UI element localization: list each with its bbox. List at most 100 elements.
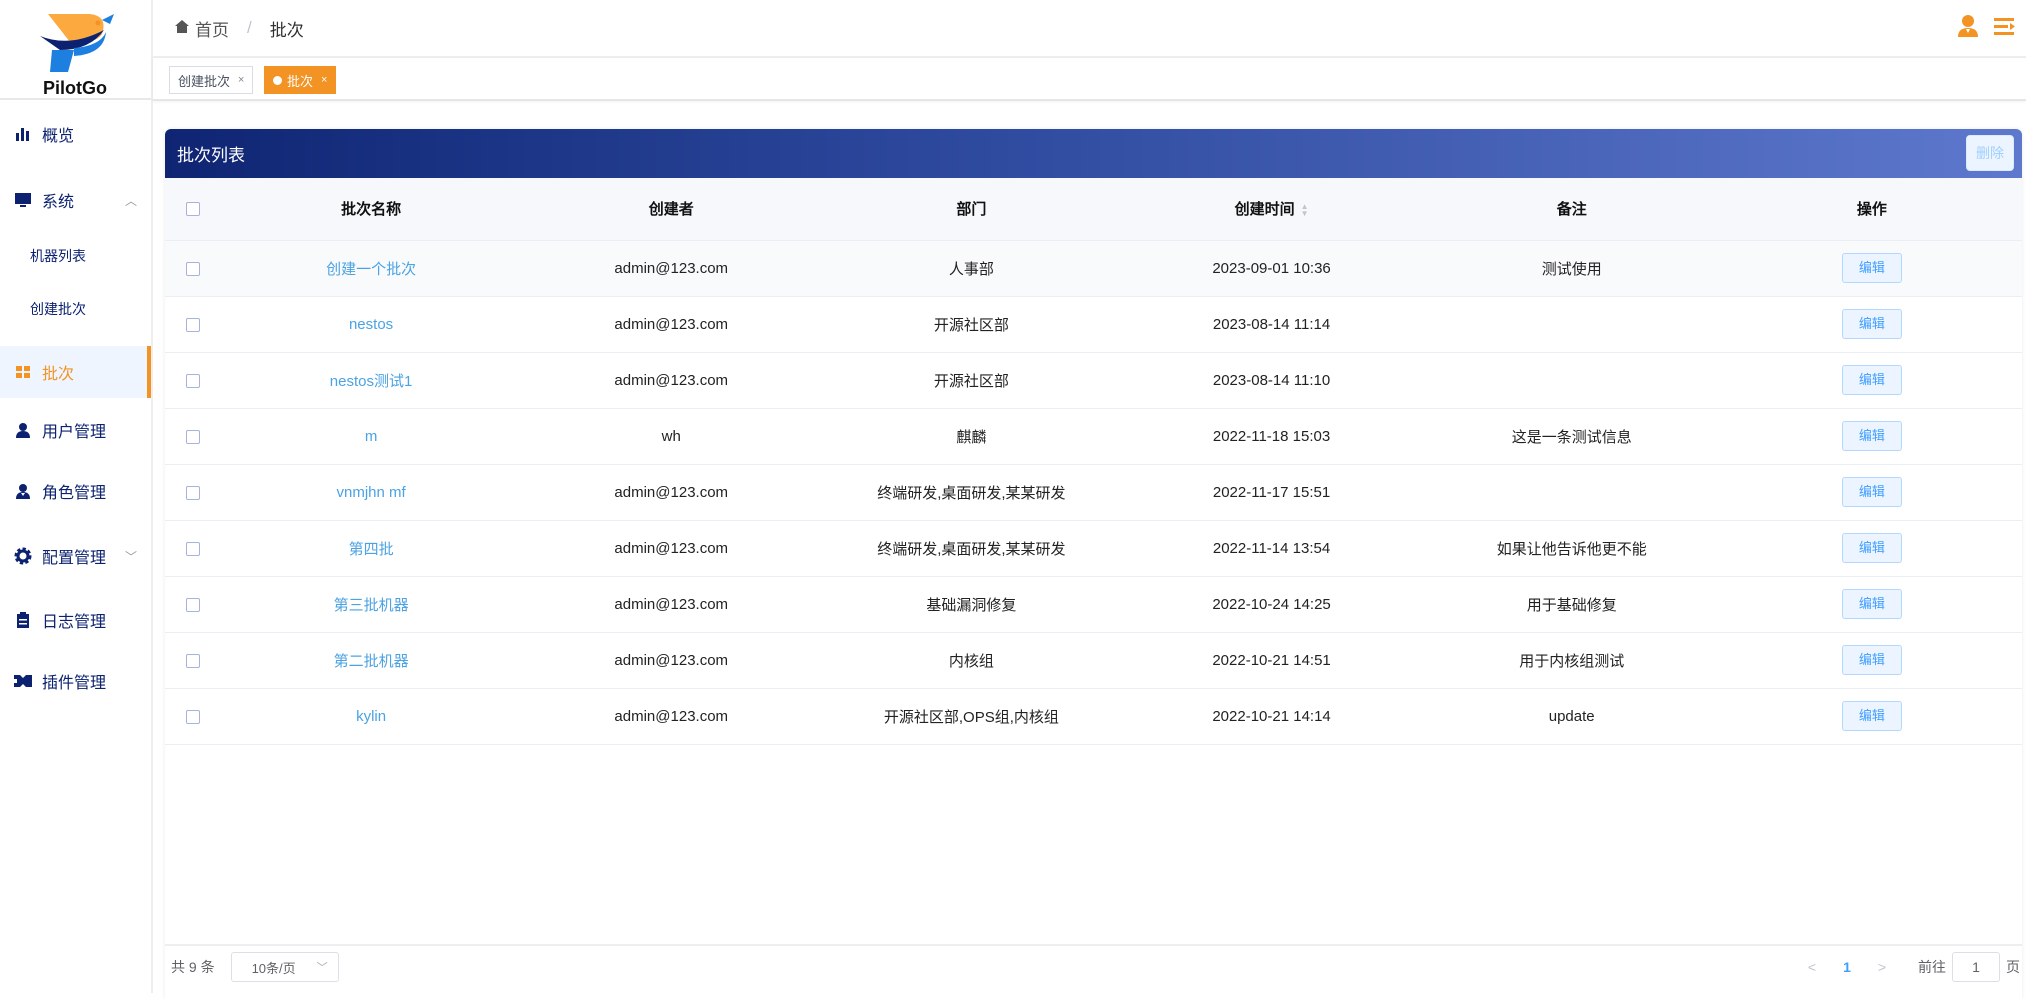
- sidebar-item-batch[interactable]: 批次: [0, 346, 151, 398]
- row-checkbox[interactable]: [186, 373, 200, 388]
- column-header-actions: 操作: [1721, 178, 2022, 241]
- department-cell: 开源社区部,OPS组,内核组: [821, 688, 1122, 745]
- sidebar-item-config-management[interactable]: 配置管理 ﹀: [0, 530, 151, 582]
- creator-cell: admin@123.com: [521, 520, 822, 577]
- close-icon[interactable]: ×: [238, 74, 245, 86]
- column-header-created-time[interactable]: 创建时间 ▲ ▼: [1121, 178, 1422, 241]
- prev-page-button[interactable]: <: [1807, 959, 1817, 975]
- table-row: 第三批机器 admin@123.com 基础漏洞修复 2022-10-24 14…: [165, 576, 2022, 633]
- created-time-cell: 2022-10-24 14:25: [1121, 576, 1422, 633]
- logo: PilotGo: [0, 0, 151, 100]
- sidebar-item-user-management[interactable]: 用户管理: [0, 404, 151, 456]
- batch-name-link[interactable]: 第二批机器: [333, 652, 409, 670]
- sidebar-item-system[interactable]: 系统 ︿: [0, 174, 151, 226]
- tab-batch[interactable]: 批次 ×: [264, 66, 337, 94]
- sort-icon[interactable]: ▲ ▼: [1300, 202, 1309, 219]
- row-checkbox[interactable]: [186, 709, 200, 724]
- edit-button[interactable]: 编辑: [1841, 253, 1902, 283]
- created-time-cell: 2022-11-14 13:54: [1121, 520, 1422, 577]
- sidebar-item-label: 插件管理: [42, 675, 107, 692]
- remark-cell: 这是一条测试信息: [1421, 408, 1722, 465]
- table-row: m wh 麒麟 2022-11-18 15:03 这是一条测试信息 编辑: [165, 408, 2022, 465]
- remark-cell: [1421, 296, 1722, 353]
- batch-name-link[interactable]: 第四批: [348, 540, 394, 558]
- edit-button[interactable]: 编辑: [1841, 309, 1902, 339]
- tabs-bar: 创建批次 × 批次 ×: [153, 58, 2026, 101]
- remark-cell: 如果让他告诉他更不能: [1421, 520, 1722, 577]
- created-time-cell: 2022-10-21 14:14: [1121, 688, 1422, 745]
- sidebar-item-label: 机器列表: [30, 248, 86, 264]
- table-row: kylin admin@123.com 开源社区部,OPS组,内核组 2022-…: [165, 688, 2022, 745]
- breadcrumb-home[interactable]: 首页: [195, 20, 229, 40]
- role-icon: [14, 482, 32, 500]
- batch-name-link[interactable]: nestos测试1: [329, 372, 413, 390]
- goto-page-input[interactable]: 1: [1952, 952, 2000, 982]
- sidebar-item-create-batch[interactable]: 创建批次: [0, 283, 151, 335]
- sidebar-item-label: 批次: [42, 366, 75, 383]
- sidebar-item-plugin-management[interactable]: 插件管理: [0, 655, 151, 707]
- sidebar-item-log-management[interactable]: 日志管理: [0, 594, 151, 646]
- menu-toggle-icon[interactable]: [1992, 14, 2016, 43]
- breadcrumb-separator: /: [247, 18, 252, 37]
- sidebar-item-label: 用户管理: [42, 424, 107, 441]
- page-size-select[interactable]: 10条/页 ﹀: [230, 952, 339, 982]
- sidebar-item-role-management[interactable]: 角色管理: [0, 465, 151, 517]
- creator-cell: admin@123.com: [521, 688, 822, 745]
- creator-cell: admin@123.com: [521, 632, 822, 689]
- sidebar-item-label: 创建批次: [30, 301, 86, 317]
- created-time-cell: 2022-11-17 15:51: [1121, 464, 1422, 521]
- monitor-icon: [14, 191, 32, 209]
- row-checkbox[interactable]: [186, 653, 200, 668]
- edit-button[interactable]: 编辑: [1841, 589, 1902, 619]
- created-time-cell: 2022-11-18 15:03: [1121, 408, 1422, 465]
- batch-list-card: 批次列表 删除 批次名称 创建者 部门 创建时间 ▲ ▼ 备注 操作 创建一个批次 …: [165, 129, 2022, 999]
- gear-icon: [14, 547, 32, 565]
- row-checkbox[interactable]: [186, 429, 200, 444]
- close-icon[interactable]: ×: [321, 74, 328, 86]
- creator-cell: admin@123.com: [521, 576, 822, 633]
- page-number[interactable]: 1: [1843, 959, 1851, 975]
- brand-name: PilotGo: [43, 78, 107, 98]
- batch-name-link[interactable]: 创建一个批次: [326, 260, 417, 278]
- created-time-cell: 2023-08-14 11:14: [1121, 296, 1422, 353]
- remark-cell: [1421, 464, 1722, 521]
- clipboard-icon: [14, 611, 32, 629]
- edit-button[interactable]: 编辑: [1841, 645, 1902, 675]
- next-page-button[interactable]: >: [1877, 959, 1887, 975]
- edit-button[interactable]: 编辑: [1841, 477, 1902, 507]
- sidebar: PilotGo 概览 系统 ︿ 机器列表 创建批次 批次 用户管理 角色管理 配…: [0, 0, 153, 993]
- sidebar-item-label: 角色管理: [42, 485, 107, 502]
- row-checkbox[interactable]: [186, 541, 200, 556]
- table-row: 第四批 admin@123.com 终端研发,桌面研发,某某研发 2022-11…: [165, 520, 2022, 577]
- row-checkbox[interactable]: [186, 261, 200, 276]
- batch-name-link[interactable]: m: [364, 427, 378, 445]
- select-all-checkbox[interactable]: [186, 202, 200, 217]
- batch-name-link[interactable]: 第三批机器: [333, 596, 409, 614]
- edit-button[interactable]: 编辑: [1841, 533, 1902, 563]
- batch-name-link[interactable]: nestos: [348, 315, 394, 333]
- bar-chart-icon: [14, 125, 32, 143]
- user-icon: [14, 421, 32, 439]
- batch-name-link[interactable]: kylin: [356, 707, 387, 725]
- top-bar: 首页 / 批次: [153, 0, 2026, 58]
- sidebar-item-overview[interactable]: 概览: [0, 108, 151, 160]
- created-time-cell: 2022-10-21 14:51: [1121, 632, 1422, 689]
- user-account-icon[interactable]: [1956, 14, 1980, 43]
- edit-button[interactable]: 编辑: [1841, 421, 1902, 451]
- edit-button[interactable]: 编辑: [1841, 365, 1902, 395]
- row-checkbox[interactable]: [186, 485, 200, 500]
- edit-button[interactable]: 编辑: [1841, 701, 1902, 731]
- batch-name-link[interactable]: vnmjhn mf: [336, 483, 406, 501]
- tab-label: 批次: [287, 73, 314, 89]
- table-row: vnmjhn mf admin@123.com 终端研发,桌面研发,某某研发 2…: [165, 464, 2022, 521]
- department-cell: 开源社区部: [821, 352, 1122, 409]
- department-cell: 终端研发,桌面研发,某某研发: [821, 520, 1122, 577]
- delete-button[interactable]: 删除: [1966, 135, 2014, 171]
- chevron-down-icon: ﹀: [124, 549, 137, 564]
- breadcrumb: 首页 / 批次: [175, 16, 304, 41]
- row-checkbox[interactable]: [186, 597, 200, 612]
- row-checkbox[interactable]: [186, 317, 200, 332]
- sidebar-item-machine-list[interactable]: 机器列表: [0, 230, 151, 282]
- tab-create-batch[interactable]: 创建批次 ×: [169, 66, 254, 94]
- remark-cell: [1421, 352, 1722, 409]
